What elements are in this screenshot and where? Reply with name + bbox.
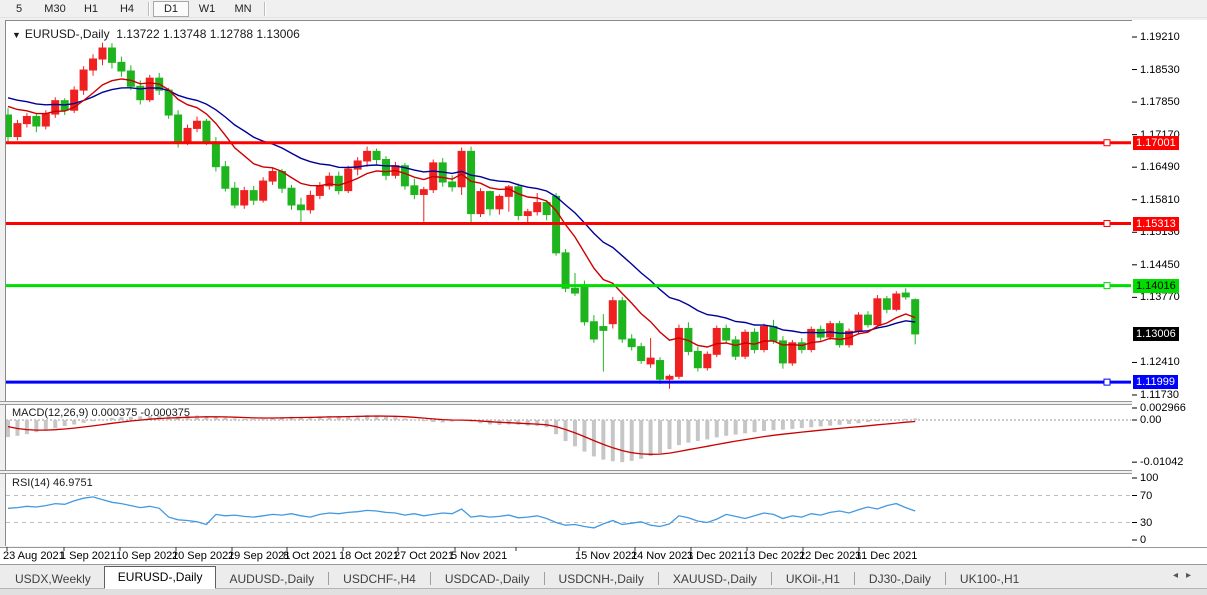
level-price-badge: 1.14016	[1133, 278, 1179, 293]
chart-tab-usdchf-h4[interactable]: USDCHF-,H4	[343, 572, 416, 586]
timeframe-toolbar: 5 M30 H1 H4 D1 W1 MN	[0, 0, 1207, 18]
time-axis[interactable]	[0, 547, 1207, 564]
macd-axis-tick: 0.002966	[1140, 401, 1186, 414]
price-axis-tick: 1.12410	[1140, 356, 1180, 369]
chart-tab-usdcad-daily[interactable]: USDCAD-,Daily	[444, 572, 530, 586]
date-axis-label: 31 Dec 2021	[855, 550, 918, 562]
status-strip	[0, 588, 1207, 595]
tab-separator	[543, 572, 545, 585]
price-axis-tick: 1.15810	[1140, 193, 1180, 206]
tab-scroll-arrows[interactable]: ◂▸	[1173, 570, 1199, 581]
chart-collapse-icon[interactable]: ▼	[12, 30, 21, 40]
date-axis-label: 1 Sep 2021	[60, 550, 117, 562]
chart-symbol-label: EURUSD-,Daily	[24, 27, 110, 41]
rsi-axis-tick: 0	[1140, 534, 1147, 546]
timeframe-button-mn[interactable]: MN	[234, 2, 252, 15]
rsi-label: RSI(14) 46.9751	[12, 477, 93, 489]
tab-separator	[657, 572, 659, 585]
date-axis-label: 13 Dec 2021	[743, 550, 806, 562]
date-axis-label: 15 Nov 2021	[575, 550, 638, 562]
rsi-panel[interactable]	[5, 473, 1133, 546]
timeframe-button-5[interactable]: 5	[15, 2, 23, 15]
price-axis-tick: 1.14450	[1140, 258, 1180, 271]
price-axis-tick: 1.19210	[1140, 31, 1180, 43]
tab-scroll-right-icon: ▸	[1185, 570, 1199, 581]
rsi-axis-tick: 70	[1140, 489, 1153, 502]
chart-tab-ukoil-h1[interactable]: UKOil-,H1	[785, 572, 840, 586]
date-axis-label: 22 Dec 2021	[799, 550, 862, 562]
price-chart-panel[interactable]	[5, 20, 1133, 403]
timeframe-button-m30[interactable]: M30	[44, 2, 66, 15]
toolbar-separator	[148, 1, 150, 16]
date-axis-label: 29 Sep 2021	[228, 550, 291, 562]
chart-tab-bar: USDX,Weekly EURUSD-,Daily AUDUSD-,Daily USD…	[0, 564, 1207, 589]
chart-tab-usdx-weekly[interactable]: USDX,Weekly	[15, 572, 91, 586]
chart-ohlc-values: 1.13722 1.13748 1.12788 1.13006	[116, 27, 300, 41]
date-axis-label: 10 Sep 2021	[116, 550, 179, 562]
date-axis-label: 3 Dec 2021	[687, 550, 744, 562]
chart-tab-usdcnh-daily[interactable]: USDCNH-,Daily	[558, 572, 644, 586]
tab-separator	[944, 572, 946, 585]
level-price-badge: 1.11999	[1133, 375, 1178, 390]
chart-tab-uk100-h1[interactable]: UK100-,H1	[959, 572, 1020, 586]
timeframe-button-w1[interactable]: W1	[198, 2, 216, 15]
price-axis-tick: 1.17850	[1140, 96, 1180, 109]
tab-separator	[328, 572, 330, 585]
price-axis-tick: 1.16490	[1140, 161, 1180, 174]
chart-tab-dj30-daily[interactable]: DJ30-,Daily	[868, 572, 931, 586]
chart-tab-audusd-daily[interactable]: AUDUSD-,Daily	[229, 572, 315, 586]
timeframe-button-d1[interactable]: D1	[153, 0, 189, 17]
level-price-badge: 1.17001	[1133, 135, 1179, 150]
panel-splitter[interactable]	[0, 470, 1207, 474]
date-axis-label: 24 Nov 2021	[631, 550, 694, 562]
chart-title: ▼ EURUSD-,Daily 1.13722 1.13748 1.12788 1…	[12, 27, 300, 41]
chart-tab-eurusd-daily[interactable]: EURUSD-,Daily	[103, 566, 217, 589]
date-axis-label: 8 Oct 2021	[283, 550, 337, 562]
panel-splitter[interactable]	[0, 401, 1207, 405]
timeframe-button-h1[interactable]: H1	[83, 2, 99, 15]
tab-scroll-left-icon: ◂	[1172, 570, 1186, 581]
date-axis-label: 5 Nov 2021	[451, 550, 508, 562]
macd-axis-tick: -0.01042	[1140, 456, 1184, 469]
date-axis-label: 20 Sep 2021	[172, 550, 235, 562]
macd-label: MACD(12,26,9) 0.000375 -0.000375	[12, 407, 190, 419]
date-axis-label: 27 Oct 2021	[394, 550, 454, 562]
tab-separator	[770, 572, 772, 585]
level-price-badge: 1.15313	[1133, 216, 1179, 231]
current-price-badge: 1.13006	[1133, 326, 1179, 341]
price-axis-tick: 1.13770	[1140, 291, 1180, 304]
toolbar-separator	[264, 1, 266, 16]
tab-separator	[429, 572, 431, 585]
date-axis-label: 23 Aug 2021	[3, 550, 65, 562]
macd-axis-tick: 0.00	[1140, 414, 1162, 426]
timeframe-button-h4[interactable]: H4	[119, 2, 135, 15]
date-axis-label: 18 Oct 2021	[339, 550, 399, 562]
rsi-axis-tick: 30	[1140, 516, 1153, 529]
rsi-axis-tick: 100	[1140, 472, 1159, 484]
price-axis-tick: 1.18530	[1140, 63, 1180, 76]
price-axis-tick: 1.11730	[1140, 388, 1179, 401]
tab-separator	[853, 572, 855, 585]
chart-tab-xauusd-daily[interactable]: XAUUSD-,Daily	[672, 572, 757, 586]
